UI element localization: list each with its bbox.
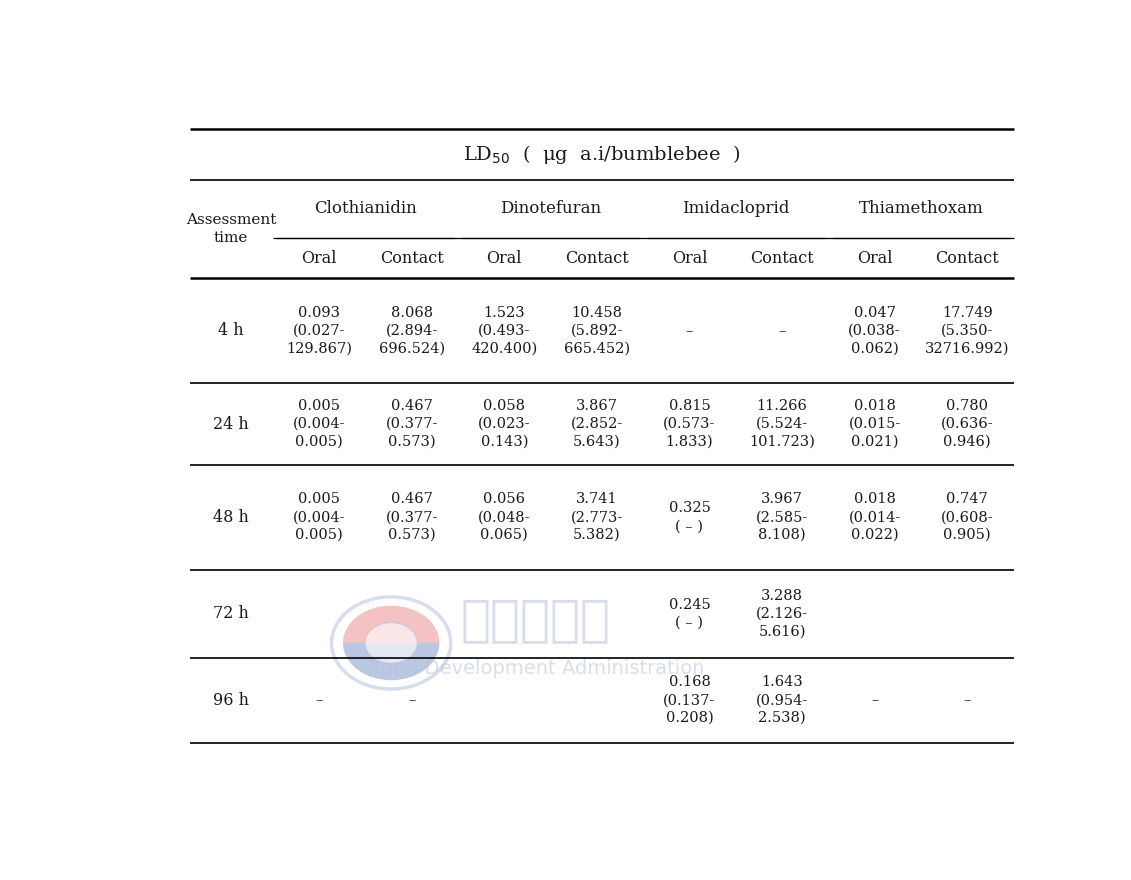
Text: 1.643
(0.954-
2.538): 1.643 (0.954- 2.538) (756, 675, 809, 725)
Text: Thiamethoxam: Thiamethoxam (858, 201, 983, 217)
Text: 0.168
(0.137-
0.208): 0.168 (0.137- 0.208) (664, 675, 716, 725)
Text: –: – (685, 324, 693, 338)
Text: 17.749
(5.350-
32716.992): 17.749 (5.350- 32716.992) (925, 306, 1010, 356)
Text: 10.458
(5.892-
665.452): 10.458 (5.892- 665.452) (564, 306, 630, 356)
Text: –: – (778, 324, 786, 338)
Text: 0.018
(0.014-
0.022): 0.018 (0.014- 0.022) (848, 493, 900, 542)
Text: –: – (316, 693, 322, 708)
Text: 1.523
(0.493-
420.400): 1.523 (0.493- 420.400) (472, 306, 537, 356)
Text: Dinotefuran: Dinotefuran (500, 201, 602, 217)
Text: Contact: Contact (380, 250, 443, 267)
Text: –: – (964, 693, 970, 708)
Wedge shape (343, 605, 439, 643)
Circle shape (365, 623, 417, 664)
Text: 0.467
(0.377-
0.573): 0.467 (0.377- 0.573) (386, 493, 438, 542)
Text: 8.068
(2.894-
696.524): 8.068 (2.894- 696.524) (379, 306, 444, 356)
Text: 0.093
(0.027-
129.867): 0.093 (0.027- 129.867) (286, 306, 352, 356)
Text: Oral: Oral (301, 250, 337, 267)
Text: 0.325
( – ): 0.325 ( – ) (668, 502, 710, 533)
Text: 11.266
(5.524-
101.723): 11.266 (5.524- 101.723) (749, 400, 815, 449)
Text: 0.005
(0.004-
0.005): 0.005 (0.004- 0.005) (293, 400, 345, 449)
Text: 농촌진흥청: 농촌진흥청 (460, 597, 611, 644)
Text: Oral: Oral (672, 250, 707, 267)
Text: 3.867
(2.852-
5.643): 3.867 (2.852- 5.643) (571, 400, 623, 449)
Text: 0.245
( – ): 0.245 ( – ) (668, 598, 710, 630)
Text: Contact: Contact (935, 250, 999, 267)
Text: 3.741
(2.773-
5.382): 3.741 (2.773- 5.382) (571, 493, 623, 542)
Text: 72 h: 72 h (214, 605, 249, 622)
Text: 0.018
(0.015-
0.021): 0.018 (0.015- 0.021) (848, 400, 900, 449)
Wedge shape (343, 643, 439, 680)
Text: –: – (408, 693, 415, 708)
Text: 48 h: 48 h (214, 509, 249, 525)
Text: –: – (871, 693, 879, 708)
Text: 0.047
(0.038-
0.062): 0.047 (0.038- 0.062) (848, 306, 901, 356)
Text: 0.747
(0.608-
0.905): 0.747 (0.608- 0.905) (941, 493, 993, 542)
Text: 96 h: 96 h (214, 692, 249, 708)
Text: 0.815
(0.573-
1.833): 0.815 (0.573- 1.833) (663, 400, 716, 449)
Text: 3.967
(2.585-
8.108): 3.967 (2.585- 8.108) (756, 493, 809, 542)
Text: Rural Development Administration: Rural Development Administration (368, 658, 705, 678)
Text: Oral: Oral (857, 250, 892, 267)
Text: LD$_{50}$  (  μg  a.i/bumblebee  ): LD$_{50}$ ( μg a.i/bumblebee ) (463, 143, 740, 166)
Text: 0.058
(0.023-
0.143): 0.058 (0.023- 0.143) (478, 400, 530, 449)
Text: Imidacloprid: Imidacloprid (682, 201, 789, 217)
Text: Clothianidin: Clothianidin (314, 201, 417, 217)
Text: Contact: Contact (750, 250, 814, 267)
Text: Oral: Oral (486, 250, 523, 267)
Text: 0.056
(0.048-
0.065): 0.056 (0.048- 0.065) (478, 493, 530, 542)
Text: 24 h: 24 h (214, 415, 249, 433)
Text: 4 h: 4 h (218, 322, 244, 340)
Text: 0.780
(0.636-
0.946): 0.780 (0.636- 0.946) (941, 400, 993, 449)
Text: 0.005
(0.004-
0.005): 0.005 (0.004- 0.005) (293, 493, 345, 542)
Text: 0.467
(0.377-
0.573): 0.467 (0.377- 0.573) (386, 400, 438, 449)
Text: Contact: Contact (566, 250, 629, 267)
Text: Assessment
time: Assessment time (185, 213, 276, 246)
Text: 3.288
(2.126-
5.616): 3.288 (2.126- 5.616) (756, 589, 809, 639)
